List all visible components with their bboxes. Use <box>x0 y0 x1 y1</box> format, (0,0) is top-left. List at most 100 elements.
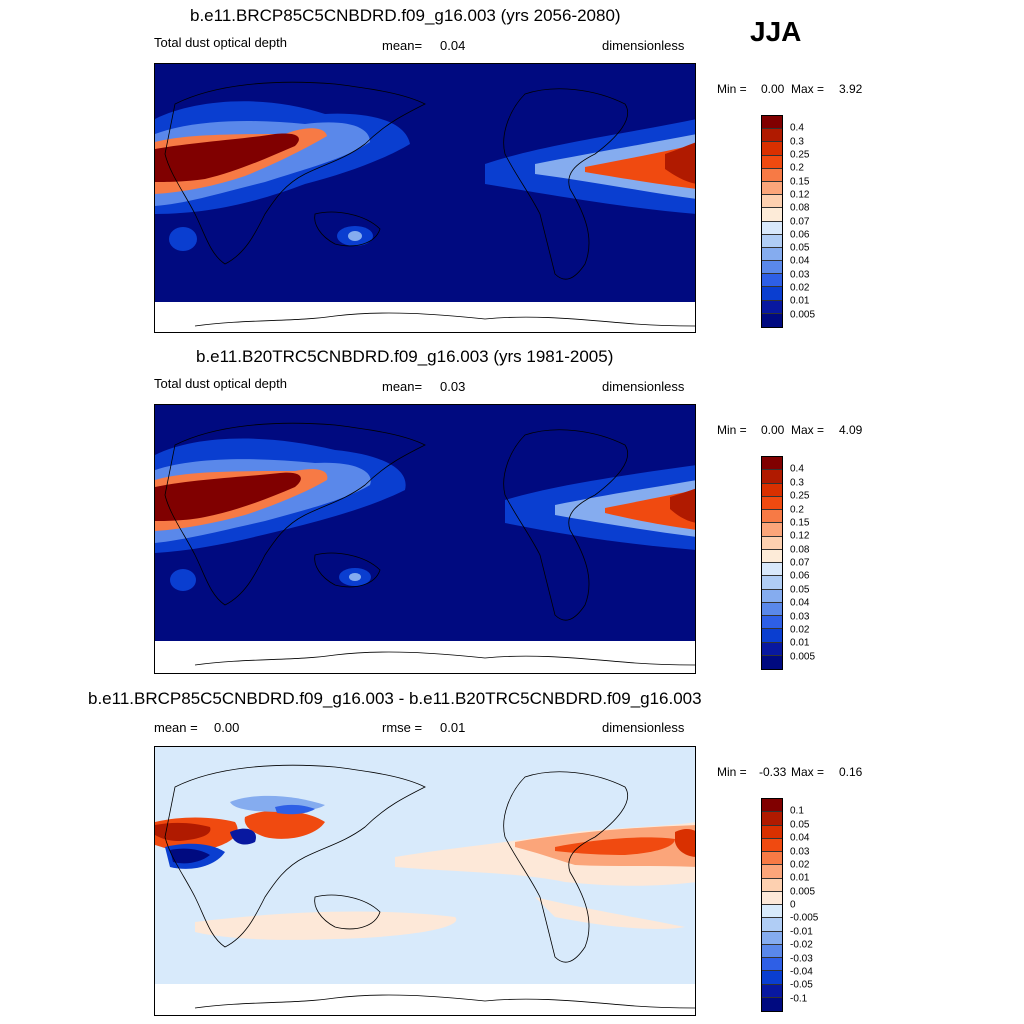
colorbar-tick-label: -0.02 <box>790 939 813 951</box>
colorbar-tick-label: 0.05 <box>790 584 810 596</box>
colorbar-swatch <box>762 589 782 603</box>
colorbar-tick-label: 0.01 <box>790 637 810 649</box>
colorbar-swatch <box>762 984 782 998</box>
colorbar-swatch <box>762 997 782 1011</box>
colorbar-tick-label: 0.25 <box>790 149 810 161</box>
panel2-variable-label: Total dust optical depth <box>154 376 287 391</box>
panel2-map <box>154 404 696 674</box>
colorbar-tick-label: 0.2 <box>790 162 804 174</box>
colorbar-swatch <box>762 221 782 235</box>
panel1-map <box>154 63 696 333</box>
colorbar-swatch <box>762 300 782 314</box>
colorbar-tick-label: 0.005 <box>790 886 816 898</box>
colorbar-tick-label: -0.1 <box>790 993 808 1005</box>
colorbar-tick-label: 0.12 <box>790 189 810 201</box>
colorbar-swatch <box>762 931 782 945</box>
colorbar-tick-label: 0.07 <box>790 216 810 227</box>
colorbar-tick-label: 0.3 <box>790 477 804 489</box>
panel3-colorbar <box>761 798 783 1012</box>
colorbar-swatch <box>762 891 782 905</box>
colorbar-swatch <box>762 852 782 866</box>
colorbar-tick-label: 0.03 <box>790 611 810 622</box>
colorbar-tick-label: -0.05 <box>790 979 813 991</box>
panel1-title: b.e11.BRCP85C5CNBDRD.f09_g16.003 (yrs 20… <box>190 6 621 25</box>
panel2-mean-label: mean= <box>382 379 423 394</box>
colorbar-swatch <box>762 642 782 656</box>
colorbar-swatch <box>762 208 782 222</box>
colorbar-swatch <box>762 944 782 958</box>
panel2-min-label: Min = <box>717 423 747 437</box>
panel2-max-label: Max = <box>791 423 825 437</box>
panel3-max-value: 0.16 <box>839 765 863 779</box>
colorbar-tick-label: 0.02 <box>790 282 810 294</box>
panel3-units: dimensionless <box>602 720 685 735</box>
colorbar-tick-label: 0.4 <box>790 463 804 475</box>
colorbar-swatch <box>762 195 782 209</box>
panel3-title: b.e11.BRCP85C5CNBDRD.f09_g16.003 - b.e11… <box>88 689 702 708</box>
colorbar-swatch <box>762 602 782 616</box>
colorbar-tick-label: -0.04 <box>790 966 813 978</box>
panel1-mean-value: 0.04 <box>440 38 466 53</box>
colorbar-tick-label: 0.02 <box>790 624 810 636</box>
colorbar-tick-label: -0.03 <box>790 953 813 964</box>
colorbar-tick-label: 0.005 <box>790 651 816 663</box>
colorbar-swatch <box>762 825 782 839</box>
panel3-max-label: Max = <box>791 765 825 779</box>
colorbar-swatch <box>762 971 782 985</box>
panel1-variable-label: Total dust optical depth <box>154 35 287 50</box>
panel1-mean-label: mean= <box>382 38 423 53</box>
colorbar-swatch <box>762 865 782 879</box>
colorbar-tick-label: 0.25 <box>790 490 810 502</box>
colorbar-swatch <box>762 838 782 852</box>
colorbar-swatch <box>762 496 782 510</box>
season-label: JJA <box>750 16 802 47</box>
colorbar-tick-label: 0.04 <box>790 597 810 609</box>
colorbar-swatch <box>762 129 782 143</box>
colorbar-tick-label: 0.04 <box>790 832 810 844</box>
colorbar-tick-label: 0.06 <box>790 229 810 241</box>
colorbar-swatch <box>762 878 782 892</box>
colorbar-swatch <box>762 168 782 182</box>
colorbar-swatch <box>762 483 782 497</box>
colorbar-tick-label: 0.15 <box>790 517 810 529</box>
colorbar-tick-label: 0 <box>790 899 796 911</box>
panel1-colorbar <box>761 115 783 328</box>
colorbar-tick-label: 0.03 <box>790 846 810 857</box>
panel3-map <box>154 746 696 1016</box>
colorbar-tick-label: 0.08 <box>790 544 810 556</box>
colorbar-swatch <box>762 274 782 288</box>
panel3-mean-value: 0.00 <box>214 720 240 735</box>
colorbar-tick-label: 0.07 <box>790 557 810 569</box>
colorbar-swatch <box>762 629 782 643</box>
panel1-units: dimensionless <box>602 38 685 53</box>
colorbar-swatch <box>762 155 782 169</box>
colorbar-tick-label: 0.05 <box>790 242 810 254</box>
colorbar-tick-label: 0.06 <box>790 570 810 582</box>
colorbar-tick-label: 0.02 <box>790 859 810 871</box>
panel2-max-value: 4.09 <box>839 423 863 437</box>
colorbar-swatch <box>762 905 782 919</box>
colorbar-tick-label: 0.2 <box>790 504 804 515</box>
colorbar-tick-label: 0.15 <box>790 176 810 188</box>
colorbar-swatch <box>762 549 782 563</box>
colorbar-tick-label: 0.05 <box>790 819 810 831</box>
colorbar-tick-label: 0.01 <box>790 872 810 884</box>
colorbar-swatch <box>762 234 782 248</box>
colorbar-swatch <box>762 812 782 826</box>
colorbar-tick-label: 0.01 <box>790 295 810 307</box>
panel1-max-label: Max = <box>791 82 825 96</box>
colorbar-swatch <box>762 457 782 471</box>
panel2-mean-value: 0.03 <box>440 379 466 394</box>
colorbar-swatch <box>762 470 782 484</box>
colorbar-swatch <box>762 536 782 550</box>
colorbar-swatch <box>762 313 782 327</box>
panel1-min-value: 0.00 <box>761 82 785 96</box>
colorbar-swatch <box>762 116 782 130</box>
colorbar-tick-label: 0.3 <box>790 136 804 148</box>
colorbar-swatch <box>762 247 782 262</box>
colorbar-tick-label: -0.01 <box>790 926 813 938</box>
colorbar-tick-label: 0.005 <box>790 309 816 321</box>
colorbar-tick-label: 0.4 <box>790 122 804 134</box>
colorbar-swatch <box>762 655 782 669</box>
colorbar-swatch <box>762 261 782 275</box>
